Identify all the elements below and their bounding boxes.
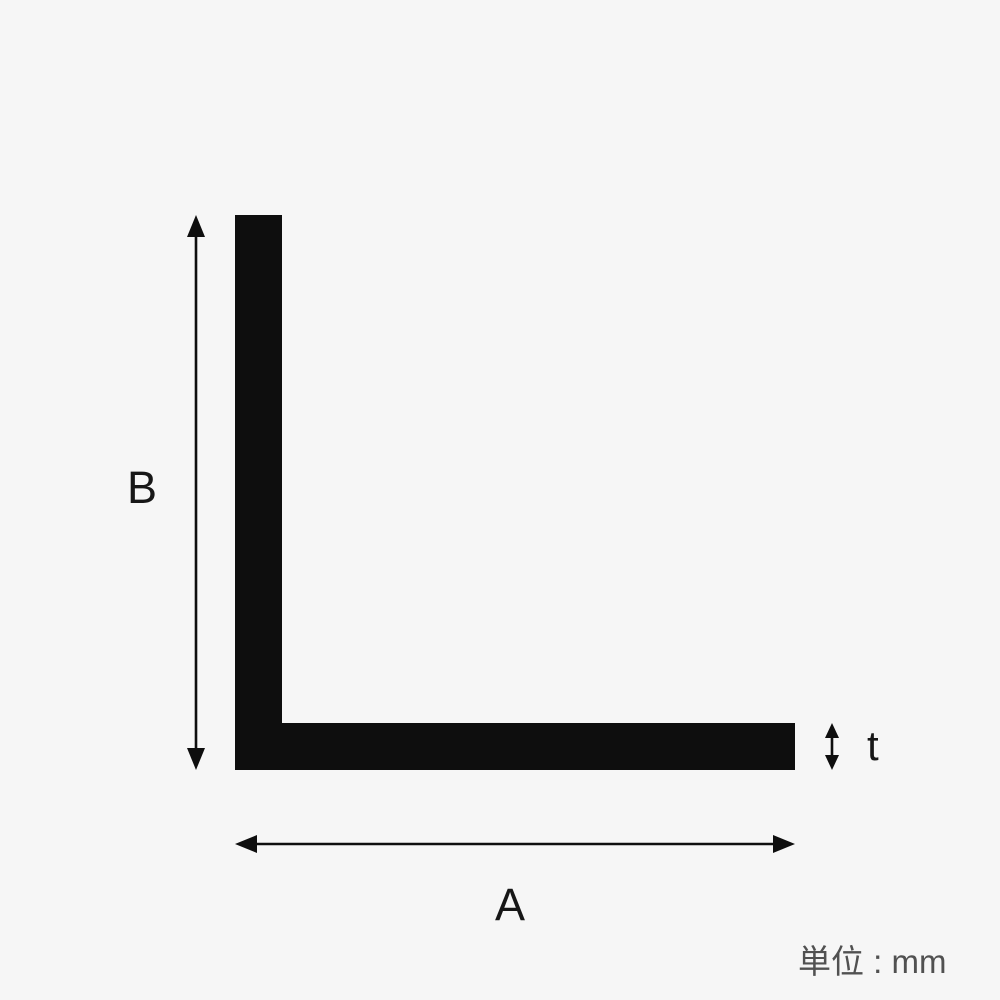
dimension-label-t: t: [867, 722, 879, 770]
unit-label: 単位 : mm: [798, 935, 946, 983]
diagram-canvas: B A t 単位 : mm: [0, 0, 1000, 1000]
dimension-label-b: B: [127, 462, 157, 514]
dimension-label-a: A: [495, 879, 525, 931]
